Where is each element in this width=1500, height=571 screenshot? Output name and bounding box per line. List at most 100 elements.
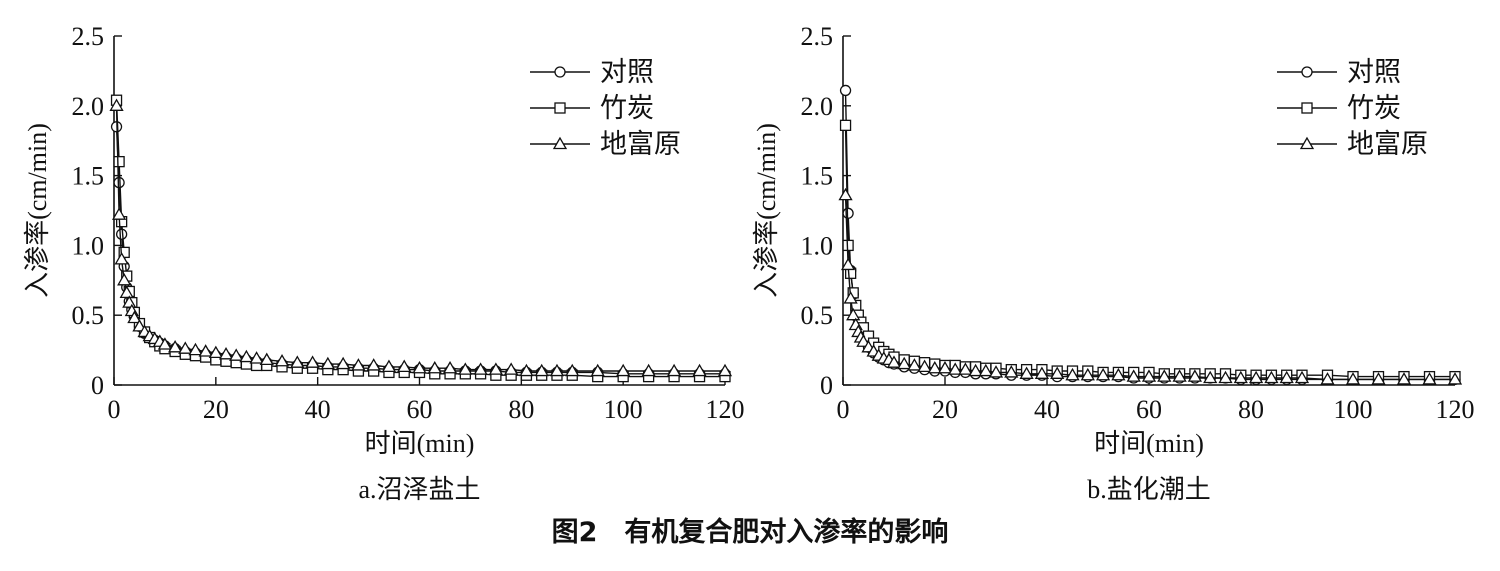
data-point-triangle	[717, 363, 733, 377]
data-point-triangle	[1279, 370, 1294, 384]
y-tick-label: 1.0	[72, 231, 105, 260]
y-tick-label: 0	[820, 371, 833, 400]
data-point-triangle	[846, 307, 861, 321]
data-point-triangle	[843, 291, 858, 304]
data-point-triangle	[167, 339, 183, 353]
data-point-triangle	[565, 363, 580, 377]
x-tick-label: 60	[1136, 395, 1162, 424]
data-point-triangle	[198, 344, 213, 357]
data-point-triangle	[1396, 372, 1412, 385]
data-point-triangle	[937, 360, 953, 374]
data-point-triangle	[968, 363, 983, 377]
data-point-triangle	[1248, 370, 1264, 384]
data-point-triangle	[218, 346, 234, 360]
data-point-triangle	[458, 362, 473, 375]
data-point-triangle	[856, 334, 871, 347]
legend-marker-square	[554, 102, 566, 114]
data-point-triangle	[978, 363, 993, 377]
data-point-triangle	[692, 363, 707, 377]
chart-panel-b: 0 0.5 1.0 1.5 2.0 2.5 0 20 40 60 80 100 120 时间(min) 入渗…	[752, 22, 1475, 504]
data-point-triangle	[366, 358, 381, 371]
x-tick-label: 120	[1436, 395, 1475, 424]
data-point-triangle	[1264, 370, 1279, 384]
data-point-triangle	[666, 363, 682, 377]
data-point-triangle	[320, 356, 335, 370]
x-tick-label: 20	[203, 395, 229, 424]
data-point-triangle	[927, 360, 942, 374]
legend-label: 对照	[1347, 57, 1401, 88]
legend-label: 地富原	[600, 129, 681, 160]
data-point-triangle	[897, 356, 912, 370]
data-point-triangle	[1294, 370, 1310, 384]
y-tick-label: 0	[91, 371, 104, 400]
x-axis-label: 时间(min)	[365, 429, 475, 458]
data-point-triangle	[1203, 370, 1218, 384]
data-point-triangle	[290, 355, 305, 368]
y-tick-label: 2.0	[801, 92, 834, 121]
legend-label: 竹炭	[600, 93, 654, 124]
legend-label: 地富原	[1347, 129, 1428, 160]
y-axis-label: 入渗率(cm/min)	[23, 123, 52, 298]
data-point-triangle	[208, 345, 223, 359]
data-point-triangle	[188, 342, 203, 356]
legend-marker-square	[1301, 102, 1313, 114]
x-tick-label: 100	[1334, 395, 1373, 424]
y-tick-label: 2.5	[72, 22, 105, 51]
y-tick-label: 1.5	[801, 162, 834, 191]
legend-label: 对照	[600, 57, 654, 88]
x-tick-label: 40	[1034, 395, 1060, 424]
data-point-triangle	[641, 363, 656, 377]
data-point-triangle	[1187, 369, 1203, 382]
data-point-triangle	[249, 351, 264, 364]
data-point-triangle	[305, 355, 320, 368]
x-axis-label: 时间(min)	[1094, 429, 1204, 458]
data-point-triangle	[1172, 369, 1187, 382]
data-point-triangle	[1447, 372, 1463, 385]
data-point-circle	[839, 84, 852, 97]
data-point-triangle	[1218, 370, 1233, 384]
x-tick-label: 60	[407, 395, 433, 424]
series-line-triangle	[844, 195, 1455, 381]
x-tick-label: 80	[1238, 395, 1264, 424]
data-point-circle	[115, 228, 128, 240]
data-point-triangle	[178, 341, 193, 354]
legend-marker-triangle	[1299, 136, 1315, 150]
legend-marker-triangle	[552, 136, 568, 150]
y-axis-label: 入渗率(cm/min)	[752, 123, 781, 298]
data-point-triangle	[1422, 372, 1437, 385]
x-tick-label: 80	[508, 395, 534, 424]
data-point-triangle	[127, 310, 142, 324]
data-point-triangle	[157, 337, 173, 350]
data-point-triangle	[958, 362, 973, 375]
series-a-circle	[110, 121, 731, 380]
data-point-triangle	[1126, 369, 1141, 382]
x-tick-label: 20	[932, 395, 958, 424]
x-tick-label: 0	[108, 395, 121, 424]
series-a-triangle	[109, 98, 733, 377]
data-point-triangle	[1080, 367, 1095, 381]
data-point-triangle	[132, 319, 147, 332]
data-point-triangle	[427, 360, 442, 374]
series-b-triangle	[838, 187, 1463, 385]
data-point-triangle	[519, 363, 534, 377]
data-point-triangle	[1095, 367, 1111, 381]
data-point-triangle	[1320, 372, 1335, 385]
data-point-triangle	[274, 353, 290, 367]
data-point-square	[113, 155, 125, 168]
data-point-triangle	[109, 98, 124, 111]
data-point-triangle	[534, 363, 549, 377]
data-point-square	[839, 119, 852, 131]
x-tick-label: 120	[706, 395, 745, 424]
data-point-triangle	[119, 285, 134, 299]
series-line-square	[844, 125, 1455, 378]
legend-label: 竹炭	[1347, 93, 1401, 124]
data-point-triangle	[988, 365, 1004, 378]
data-point-triangle	[1111, 367, 1126, 381]
data-point-triangle	[488, 362, 503, 375]
data-point-triangle	[549, 363, 565, 377]
data-point-triangle	[259, 352, 274, 366]
data-point-triangle	[336, 356, 351, 370]
panel-subtitle: a.沼泽盐土	[358, 475, 480, 504]
